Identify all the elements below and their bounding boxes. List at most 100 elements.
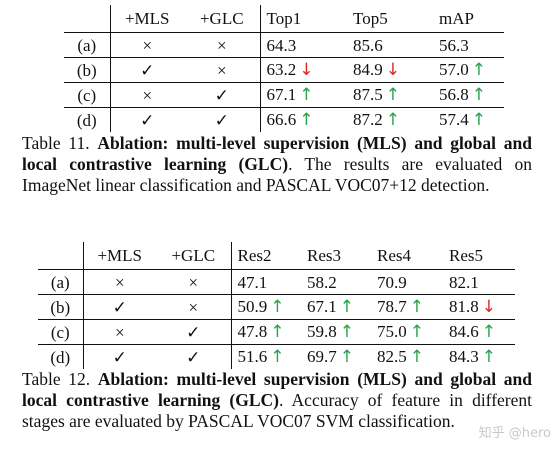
value: 84.3: [449, 347, 479, 366]
value-cell: 63.2 ↓: [260, 57, 347, 83]
arrow-up-icon: ↑: [385, 110, 400, 130]
value: 47.1: [237, 272, 268, 292]
watermark: 知乎 @hero: [478, 426, 551, 441]
value-cell: 84.9 ↓: [347, 57, 433, 83]
caption-bold: Ablation: multi-level supervision (MLS) …: [22, 369, 532, 410]
arrow-up-icon: ↑: [339, 347, 354, 367]
value: 57.4: [439, 110, 469, 129]
arrow-up-icon: ↑: [299, 110, 314, 130]
value-cell: 59.8 ↑: [301, 319, 371, 345]
value-cell: 67.1 ↑: [260, 82, 347, 108]
table-row: (a) × × 64.3 85.6 56.3: [64, 32, 504, 58]
cross-mark: ×: [83, 269, 156, 295]
table-row: (a) × × 47.1 58.2 70.9 82.1: [38, 269, 515, 295]
row-label: (a): [64, 32, 111, 58]
arrow-up-icon: ↑: [471, 110, 486, 130]
value: 87.2: [353, 110, 383, 129]
value-cell: 67.1 ↑: [301, 294, 371, 320]
arrow-up-icon: ↑: [471, 60, 486, 80]
check-mark: ✓: [184, 82, 261, 108]
table-row: (d) ✓ ✓ 66.6 ↑ 87.2 ↑ 57.4 ↑: [64, 107, 504, 133]
caption-prefix: Table 12.: [22, 369, 98, 389]
arrow-up-icon: ↑: [270, 347, 285, 367]
value-cell: 84.6 ↑: [443, 319, 515, 345]
row-label: (b): [64, 57, 111, 83]
arrow-up-icon: ↑: [299, 85, 314, 105]
header-cell: +MLS: [110, 5, 184, 33]
value-cell: 57.4 ↑: [433, 108, 504, 133]
value: 70.9: [377, 272, 407, 292]
cross-mark: ×: [156, 294, 232, 320]
header-cell: Res4: [371, 242, 443, 270]
value: 56.3: [439, 35, 469, 55]
table-row: (b) ✓ × 63.2 ↓ 84.9 ↓ 57.0 ↑: [64, 57, 504, 83]
check-mark: ✓: [110, 57, 184, 83]
value: 50.9: [237, 297, 268, 316]
value: 57.0: [439, 60, 469, 79]
row-label: (d): [64, 107, 111, 132]
value: 87.5: [353, 85, 383, 104]
header-cell: mAP: [433, 5, 504, 33]
value: 78.7: [377, 297, 407, 316]
header-cell: Res2: [231, 242, 301, 270]
caption-rest: . Accuracy of feature in different stage…: [22, 390, 532, 431]
value: 47.8: [237, 322, 268, 341]
row-label: (b): [38, 294, 84, 320]
row-label: (c): [64, 82, 111, 108]
table-row: (b) ✓ × 50.9 ↑ 67.1 ↑ 78.7 ↑ 81.8 ↓: [38, 294, 515, 320]
value: 64.3: [266, 35, 297, 55]
check-mark: ✓: [156, 344, 232, 369]
arrow-down-icon: ↓: [481, 297, 496, 317]
caption-bold: Ablation: multi-level supervision (MLS) …: [22, 133, 532, 174]
value-cell: 82.1: [443, 269, 515, 295]
cross-mark: ×: [83, 319, 156, 345]
check-mark: ✓: [184, 107, 261, 132]
value-cell: 66.6 ↑: [260, 108, 347, 133]
value-cell: 51.6 ↑: [231, 345, 301, 370]
header-cell: +MLS: [83, 242, 156, 270]
arrow-up-icon: ↑: [409, 297, 424, 317]
table-row: (c) × ✓ 67.1 ↑ 87.5 ↑ 56.8 ↑: [64, 82, 504, 108]
table-row: (c) × ✓ 47.8 ↑ 59.8 ↑ 75.0 ↑ 84.6 ↑: [38, 319, 515, 345]
header-cell: Top1: [260, 5, 347, 33]
arrow-up-icon: ↑: [339, 297, 354, 317]
value: 63.2: [266, 60, 297, 79]
arrow-up-icon: ↑: [481, 347, 496, 367]
value: 58.2: [307, 272, 337, 292]
value: 59.8: [307, 322, 337, 341]
arrow-up-icon: ↑: [385, 85, 400, 105]
cross-mark: ×: [184, 57, 261, 83]
value-cell: 70.9: [371, 269, 443, 295]
header-cell: Res3: [301, 242, 371, 270]
value-cell: 69.7 ↑: [301, 345, 371, 370]
row-label: (d): [38, 344, 84, 369]
caption-rest: . The results are evaluated on ImageNet …: [22, 154, 532, 195]
table-row: (d) ✓ ✓ 51.6 ↑ 69.7 ↑ 82.5 ↑ 84.3 ↑: [38, 344, 515, 370]
value: 82.1: [449, 272, 479, 292]
cross-mark: ×: [110, 32, 184, 58]
value: 84.9: [353, 60, 383, 79]
row-label: (a): [38, 269, 84, 295]
arrow-down-icon: ↓: [299, 60, 314, 80]
arrow-up-icon: ↑: [270, 297, 285, 317]
header-cell: Top5: [347, 5, 433, 33]
arrow-up-icon: ↑: [481, 322, 496, 342]
value-cell: 57.0 ↑: [433, 57, 504, 83]
value-cell: 56.8 ↑: [433, 82, 504, 108]
value: 75.0: [377, 322, 407, 341]
check-mark: ✓: [112, 347, 127, 367]
cross-mark: ×: [110, 82, 184, 108]
value: 66.6: [266, 110, 297, 129]
value-cell: 64.3: [260, 32, 347, 58]
caption-prefix: Table 11.: [22, 133, 98, 153]
check-mark: ✓: [83, 294, 156, 320]
value: 81.8: [449, 297, 479, 316]
value-cell: 87.2 ↑: [347, 108, 433, 133]
value: 82.5: [377, 347, 407, 366]
cross-mark: ×: [184, 32, 261, 58]
value-cell: 82.5 ↑: [371, 345, 443, 370]
value: 84.6: [449, 322, 479, 341]
arrow-up-icon: ↑: [339, 322, 354, 342]
table-11-header-row: +MLS +GLC Top1 Top5 mAP: [64, 5, 504, 33]
header-cell: Res5: [443, 242, 515, 270]
